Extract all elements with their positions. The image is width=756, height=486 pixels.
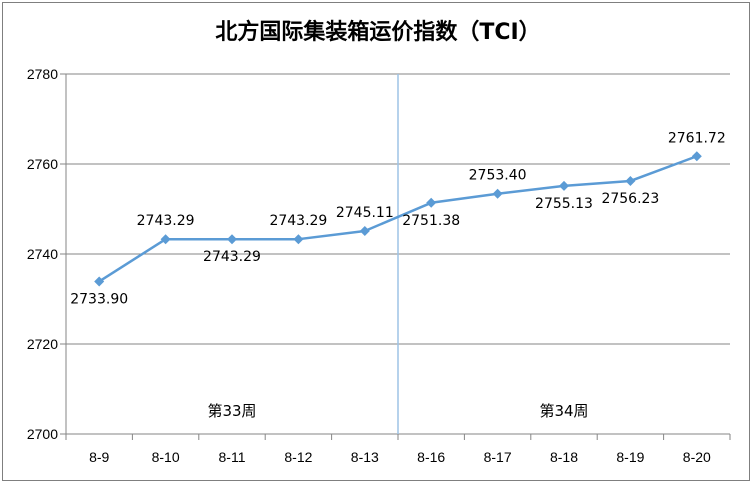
series-line bbox=[98, 155, 698, 283]
data-label: 2753.40 bbox=[469, 168, 527, 184]
week-label: 第34周 bbox=[539, 402, 588, 420]
chart-title: 北方国际集装箱运价指数（TCI） bbox=[215, 20, 541, 45]
chart-frame bbox=[2, 2, 750, 481]
data-label: 2755.13 bbox=[535, 196, 593, 212]
x-tick-label: 8-10 bbox=[152, 449, 180, 465]
data-point bbox=[559, 180, 569, 191]
x-tick-label: 8-13 bbox=[351, 449, 379, 465]
y-tick-label: 2720 bbox=[27, 336, 58, 352]
data-label: 2756.23 bbox=[601, 191, 659, 207]
y-tick-label: 2700 bbox=[27, 426, 58, 442]
data-label: 2761.72 bbox=[668, 130, 726, 146]
data-point bbox=[227, 234, 237, 245]
data-point bbox=[359, 226, 370, 237]
data-label: 2745.11 bbox=[336, 205, 394, 221]
data-point bbox=[426, 197, 437, 208]
x-tick-label: 8-16 bbox=[417, 449, 445, 465]
data-point bbox=[160, 234, 171, 245]
x-tick-label: 8-17 bbox=[484, 449, 512, 465]
data-label: 2743.29 bbox=[137, 213, 195, 229]
data-point bbox=[625, 175, 636, 186]
y-tick-label: 2740 bbox=[27, 246, 58, 262]
x-tick-label: 8-12 bbox=[284, 449, 312, 465]
data-point bbox=[691, 151, 702, 162]
week-label: 第33周 bbox=[207, 402, 256, 420]
y-tick-label: 2760 bbox=[27, 156, 58, 172]
data-point bbox=[293, 234, 304, 245]
x-tick-label: 8-9 bbox=[89, 449, 109, 465]
x-tick-label: 8-11 bbox=[219, 449, 246, 465]
x-tick-label: 8-20 bbox=[683, 449, 711, 465]
data-label: 2743.29 bbox=[269, 213, 327, 229]
data-label: 2743.29 bbox=[203, 249, 261, 265]
data-point bbox=[492, 188, 503, 199]
data-label: 2751.38 bbox=[402, 213, 460, 229]
x-tick-label: 8-18 bbox=[550, 449, 578, 465]
data-label: 2733.90 bbox=[70, 291, 128, 307]
x-tick-label: 8-19 bbox=[616, 449, 644, 465]
y-tick-label: 2780 bbox=[27, 66, 58, 82]
data-point bbox=[94, 276, 105, 287]
